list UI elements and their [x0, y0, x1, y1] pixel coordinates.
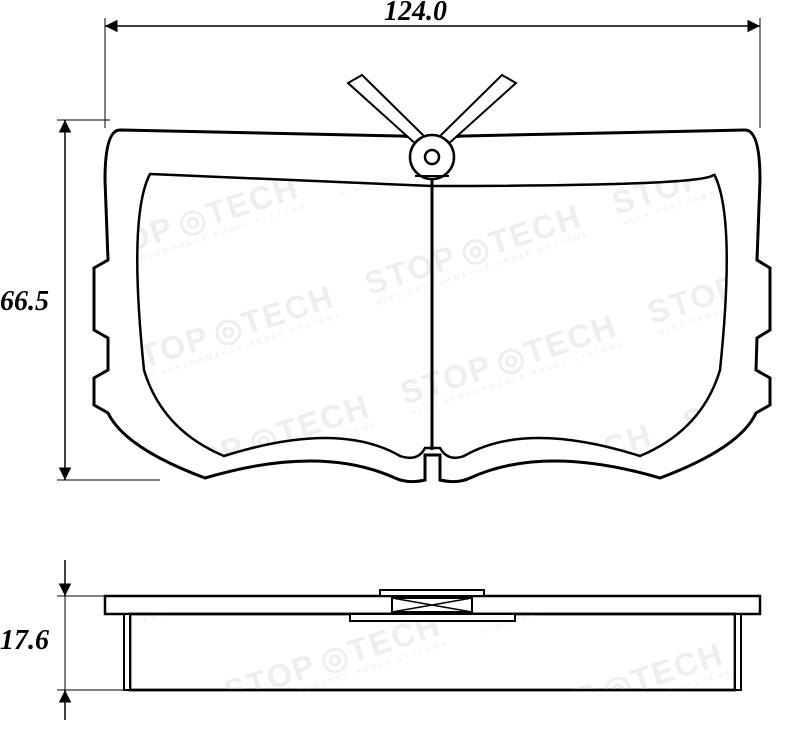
dim-thickness — [57, 560, 130, 720]
drawing-stage: STOP◎TECH HIGH PERFORMANCE BRAKE SYSTEMS — [0, 0, 800, 731]
technical-drawing-svg: STOP◎TECH HIGH PERFORMANCE BRAKE SYSTEMS — [0, 0, 800, 731]
dim-width-label: 124.0 — [384, 0, 447, 28]
dim-width — [105, 18, 760, 128]
dim-height-label: 66.5 — [0, 286, 49, 318]
side-view — [100, 560, 800, 730]
front-view — [80, 75, 800, 520]
dim-thickness-label: 17.6 — [0, 625, 49, 657]
